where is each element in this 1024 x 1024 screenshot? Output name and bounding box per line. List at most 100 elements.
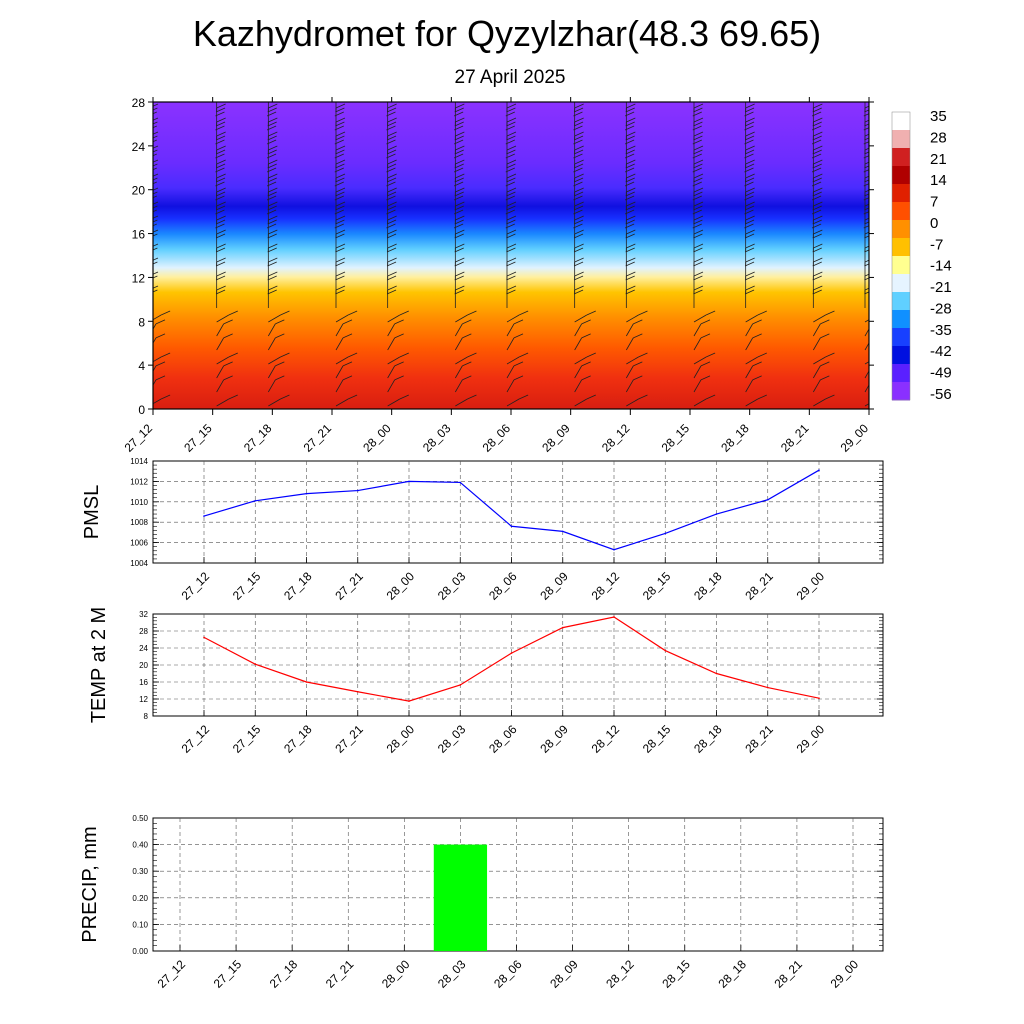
wind-barb-flag — [744, 111, 754, 117]
wind-barb-flag — [335, 201, 346, 207]
data-point — [459, 684, 462, 686]
wind-barb-flag — [386, 153, 396, 159]
colorbar-label: 28 — [930, 129, 947, 146]
data-point — [510, 525, 513, 528]
wind-barb-flag — [811, 195, 822, 201]
wind-barb-flag — [693, 285, 704, 291]
wind-barb-flag — [160, 310, 171, 316]
wind-barb-staff — [335, 365, 344, 379]
wind-barb-flag — [811, 111, 822, 117]
wind-barb-flag — [153, 219, 158, 223]
wind-barb-staff — [454, 365, 463, 379]
wind-barb-flag — [633, 375, 643, 381]
x-tick-label: 28_15 — [640, 569, 674, 603]
wind-barb-flag — [280, 352, 290, 358]
wind-barb-flag — [454, 219, 464, 225]
wind-barb-flag — [573, 149, 584, 155]
wind-barb-flag — [268, 173, 278, 179]
wind-barb-flag — [454, 107, 464, 113]
wind-barb-flag — [626, 187, 636, 193]
wind-barb-flag — [573, 223, 583, 229]
wind-barb-flag — [335, 191, 345, 197]
wind-barb-flag — [215, 121, 226, 127]
wind-barb-flag — [453, 195, 464, 201]
wind-barb-flag — [388, 90, 397, 94]
wind-barb-flag — [153, 223, 157, 227]
wind-barb-flag — [812, 233, 822, 239]
wind-barb-flag — [744, 177, 755, 183]
wind-barb-flag — [215, 167, 225, 173]
wind-barb-staff — [626, 398, 639, 407]
wind-barb-flag — [693, 149, 703, 155]
wind-barb-flag — [506, 285, 517, 291]
wind-barb-staff — [268, 314, 281, 323]
wind-barb-flag — [267, 177, 277, 183]
wind-barb-flag — [386, 289, 397, 295]
wind-barb-flag — [811, 181, 822, 187]
x-tick-label: 28_18 — [691, 722, 725, 756]
pmsl-panel: 1004 1006 1008 1010 1012 1014 27_12 27_15 27_18 2… — [81, 457, 884, 603]
wind-barb-flag — [813, 145, 823, 151]
colorbar-swatch — [892, 166, 910, 185]
x-tick-label: 28_00 — [360, 421, 394, 455]
wind-barb-flag — [394, 375, 404, 381]
wind-barb-flag — [811, 209, 822, 215]
wind-barb-flag — [266, 111, 277, 117]
colorbar-swatch — [892, 130, 910, 149]
y-axis-label: PMSL — [81, 485, 103, 539]
wind-barb-flag — [228, 352, 238, 358]
wind-barb-flag — [505, 223, 515, 229]
wind-barb-flag — [268, 257, 278, 263]
wind-barb-flag — [820, 333, 830, 339]
wind-barb-flag — [625, 135, 635, 141]
wind-barb-flag — [573, 195, 583, 201]
wind-barb-flag — [693, 163, 703, 169]
wind-barb-flag — [745, 285, 755, 291]
wind-barb-flag — [342, 361, 353, 367]
wind-barb-flag — [574, 229, 584, 235]
wind-barb-flag — [506, 159, 517, 165]
wind-barb-flag — [513, 319, 524, 325]
wind-barb-flag — [387, 173, 397, 179]
wind-barb-flag — [267, 247, 277, 253]
wind-barb-flag — [215, 209, 225, 215]
wind-barb-staff — [693, 337, 702, 351]
wind-barb-flag — [275, 375, 285, 381]
wind-barb-flag — [812, 107, 822, 113]
wind-barb-flag — [215, 135, 226, 141]
wind-barb-flag — [745, 229, 755, 235]
wind-barb-flag — [693, 103, 704, 109]
wind-barb-staff — [387, 398, 400, 407]
wind-barb-flag — [387, 103, 397, 109]
y-tick-label: 12 — [139, 695, 148, 704]
wind-barb-staff — [574, 323, 583, 337]
wind-barb-flag — [386, 135, 397, 141]
wind-barb-flag — [693, 201, 704, 207]
x-tick-label: 28_21 — [742, 569, 776, 603]
wind-barb-flag — [813, 159, 823, 165]
colorbar-label: 21 — [930, 151, 947, 168]
wind-barb-flag — [863, 197, 869, 201]
wind-barb-staff — [813, 398, 826, 407]
wind-barb-flag — [573, 125, 583, 131]
data-point — [664, 532, 667, 535]
y-tick-label: 0.00 — [132, 947, 148, 956]
wind-barb-flag — [455, 285, 465, 291]
wind-barb-flag — [454, 121, 464, 127]
wind-barb-flag — [215, 247, 226, 253]
wind-barb-flag — [267, 107, 277, 113]
wind-barb-flag — [757, 394, 767, 400]
wind-barb-flag — [692, 223, 702, 229]
wind-barb-staff — [626, 314, 639, 323]
wind-barb-flag — [454, 205, 464, 211]
wind-barb-flag — [216, 145, 226, 151]
wind-barb-flag — [752, 375, 762, 381]
wind-barb-flag — [746, 90, 755, 94]
x-tick-label: 28_12 — [589, 722, 623, 756]
wind-barb-flag — [626, 229, 636, 235]
wind-barb-flag — [335, 219, 345, 225]
wind-barb-staff — [387, 379, 396, 393]
x-tick-label: 27_15 — [230, 722, 264, 756]
wind-barb-flag — [335, 149, 345, 155]
wind-barb-flag — [387, 187, 397, 193]
